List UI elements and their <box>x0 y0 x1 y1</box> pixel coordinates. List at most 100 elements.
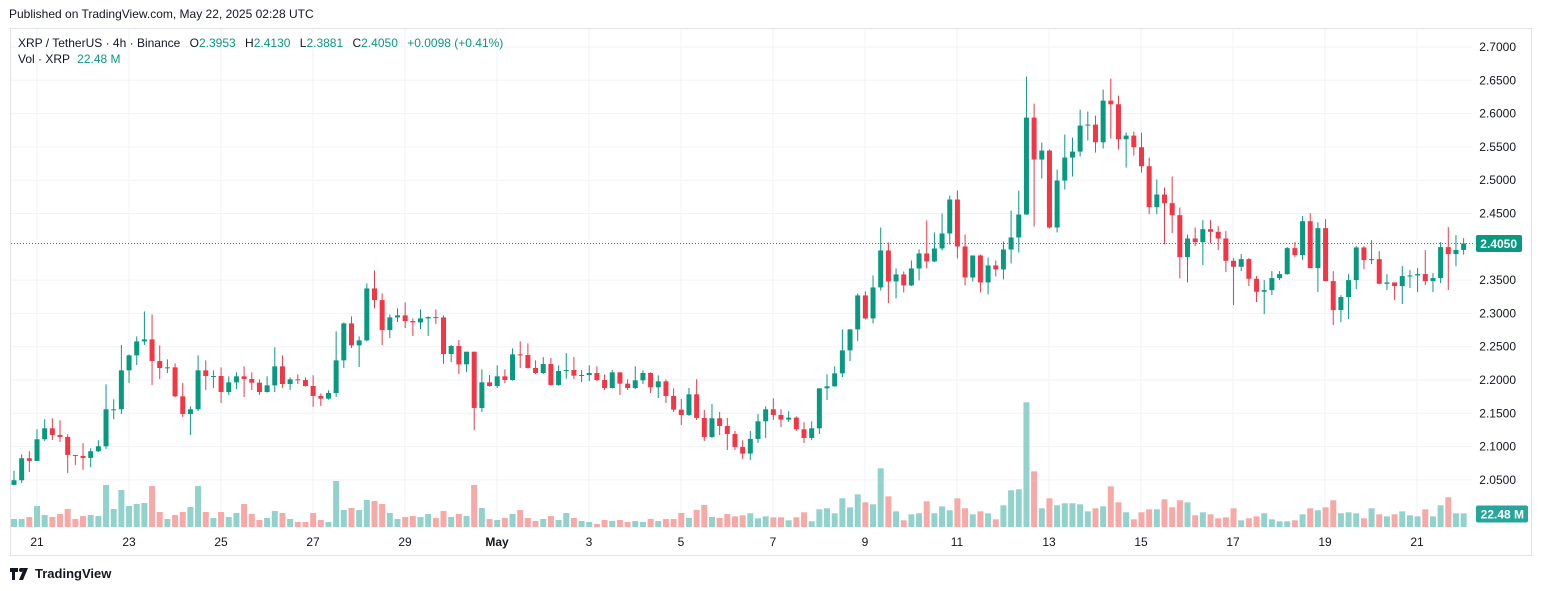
candle <box>19 454 25 483</box>
volume-bar <box>1107 486 1114 527</box>
grid-lines <box>11 29 1472 527</box>
candle <box>954 190 960 259</box>
candle-body <box>287 379 293 384</box>
candle-body <box>402 315 408 322</box>
candle-body <box>126 355 132 371</box>
volume-title[interactable]: Vol · XRP <box>18 52 70 66</box>
volume-bar <box>1215 518 1222 527</box>
candle <box>1023 76 1029 215</box>
candle-body <box>602 380 608 388</box>
footer-brand[interactable]: TradingView <box>35 566 112 581</box>
candle <box>548 358 554 386</box>
candle-body <box>717 418 723 426</box>
candle-body <box>1131 135 1137 148</box>
volume-bar <box>1176 500 1183 527</box>
candle <box>364 283 370 342</box>
candle <box>1062 134 1068 190</box>
candle <box>42 419 48 441</box>
volume-bar <box>49 517 56 527</box>
candle-body <box>433 317 439 319</box>
candle-body <box>325 392 331 399</box>
candle-body <box>187 409 193 414</box>
volume-bar <box>532 521 539 527</box>
volume-bar <box>1261 513 1268 527</box>
candle-body <box>172 367 178 397</box>
candle <box>1008 210 1014 264</box>
candle-body <box>1307 221 1313 269</box>
volume-bar <box>348 507 355 527</box>
volume-bar <box>824 508 831 527</box>
candle <box>72 454 78 465</box>
candle <box>172 363 178 398</box>
candle <box>1300 216 1306 261</box>
volume-bar <box>379 504 386 527</box>
candle <box>1292 242 1298 258</box>
volume-bar <box>1383 516 1390 527</box>
volume-bar <box>570 517 577 527</box>
candle <box>379 293 385 346</box>
volume-bar <box>1153 509 1160 527</box>
volume-bar <box>248 514 255 527</box>
volume-bar <box>95 516 102 527</box>
volume-bar <box>471 484 478 527</box>
price-tick-label: 2.5500 <box>1479 140 1516 154</box>
volume-bar <box>264 517 271 527</box>
volume-bar <box>287 519 294 527</box>
published-note: Published on TradingView.com, May 22, 20… <box>9 7 314 21</box>
volume-bar <box>417 517 424 527</box>
volume-legend: Vol · XRP 22.48 M <box>18 51 503 67</box>
price-axis: 2.7000 2.6500 2.6000 2.5500 2.5000 2.4500 2.35… <box>1479 40 1516 487</box>
candle <box>1177 207 1183 279</box>
volume-bar <box>547 516 554 527</box>
candle <box>1269 271 1275 296</box>
candle-body <box>26 458 32 461</box>
candle <box>487 375 493 387</box>
candle-body <box>816 388 822 429</box>
candle <box>1284 247 1290 275</box>
volume-bar <box>1008 490 1015 527</box>
volume-bar <box>1429 516 1436 527</box>
candle-body <box>241 376 247 380</box>
candle <box>686 387 692 416</box>
volume-bar <box>340 509 347 527</box>
candle <box>1092 115 1098 153</box>
volume-bar <box>233 512 240 527</box>
candle <box>563 353 569 379</box>
volume-bar <box>801 512 808 527</box>
volume-bar <box>877 468 884 527</box>
volume-bar <box>708 517 715 527</box>
candle <box>456 340 462 375</box>
volume-bar <box>939 506 946 527</box>
time-tick-label: 21 <box>30 535 44 549</box>
candle-body <box>80 455 86 458</box>
volume-bar <box>816 509 823 527</box>
candle <box>1138 132 1144 173</box>
candle <box>732 430 738 450</box>
candle <box>1438 242 1444 284</box>
candle-body <box>709 418 715 437</box>
volume-bar <box>762 516 769 527</box>
candle-body <box>395 315 400 318</box>
volume-bar <box>325 522 332 527</box>
candle-body <box>793 417 799 430</box>
candle <box>793 416 799 431</box>
symbol-title[interactable]: XRP / TetherUS · 4h · Binance <box>18 36 181 50</box>
candle-body <box>571 370 577 376</box>
volume-bar <box>747 513 754 527</box>
candle-body <box>747 438 753 454</box>
volume-bar <box>126 506 133 527</box>
candle-body <box>1016 214 1022 238</box>
volume-bar <box>1330 500 1337 527</box>
candle-body <box>371 288 377 301</box>
volume-bar <box>946 510 953 527</box>
candle-body <box>801 429 807 438</box>
volume-bar <box>701 504 708 527</box>
volume-bar <box>908 514 915 527</box>
candle-body <box>655 381 661 388</box>
volume-bar <box>1199 512 1206 527</box>
candle <box>1392 282 1398 301</box>
candle-body <box>348 323 354 346</box>
candle-body <box>885 250 891 282</box>
candle-body <box>1361 247 1367 261</box>
